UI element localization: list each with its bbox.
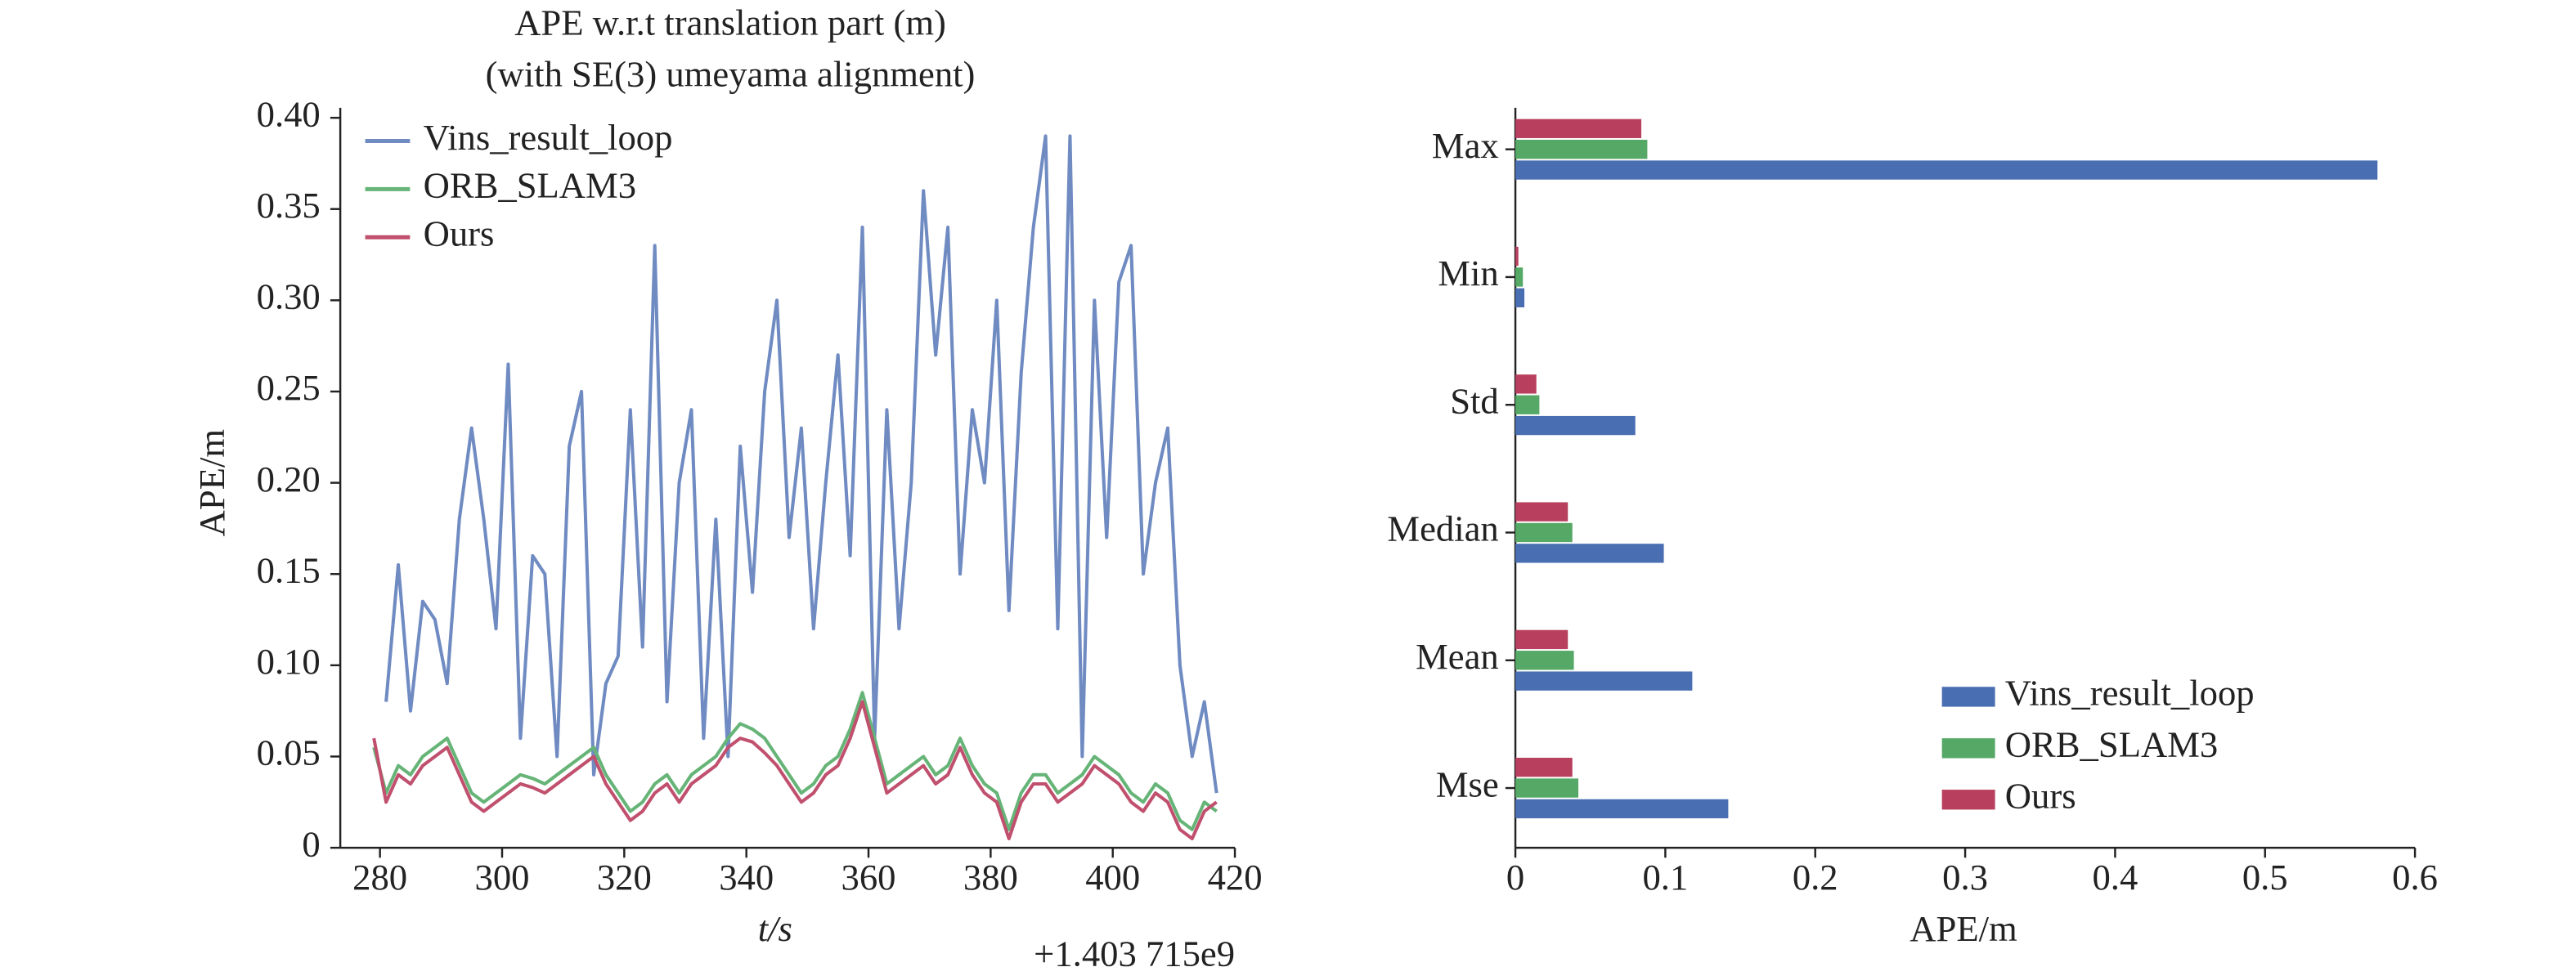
x-axis-label: APE/m	[1910, 908, 2017, 949]
bar	[1515, 522, 1573, 543]
x-tick-label: 320	[597, 857, 652, 898]
bar	[1515, 758, 1573, 777]
bar	[1515, 415, 1636, 436]
y-tick-label: 0.35	[257, 185, 321, 226]
legend-label: Vins_result_loop	[2005, 673, 2255, 714]
y-tick-label: 0.05	[257, 732, 321, 773]
y-tick-label: 0.40	[257, 93, 321, 134]
y-tick-label: Max	[1432, 125, 1499, 166]
bar	[1515, 267, 1524, 287]
x-tick-label: 420	[1208, 857, 1263, 898]
chart-subtitle: (with SE(3) umeyama alignment)	[486, 54, 976, 95]
x-tick-label: 0	[1506, 857, 1524, 898]
x-tick-label: 0.5	[2242, 857, 2288, 898]
y-tick-label: 0.25	[257, 367, 321, 408]
x-axis-label: t/s	[758, 908, 792, 949]
y-tick-label: Min	[1438, 253, 1498, 293]
bar	[1515, 246, 1519, 266]
y-axis-label: APE/m	[191, 429, 232, 537]
y-tick-label: Median	[1387, 508, 1498, 549]
x-tick-label: 380	[963, 857, 1018, 898]
y-tick-label: 0.20	[257, 459, 321, 499]
legend-label: Vins_result_loop	[424, 117, 673, 158]
bar	[1515, 799, 1729, 819]
bar	[1515, 288, 1525, 307]
y-tick-label: 0	[302, 823, 320, 864]
bar	[1515, 374, 1537, 394]
legend-label: ORB_SLAM3	[424, 165, 636, 206]
line-series	[372, 700, 1218, 840]
legend-label: Ours	[2005, 776, 2076, 817]
legend-swatch	[1941, 687, 1995, 707]
y-tick-label: 0.15	[257, 549, 321, 590]
bar	[1515, 671, 1693, 691]
bar	[1515, 544, 1664, 563]
legend-label: Ours	[424, 213, 495, 253]
bar	[1515, 395, 1540, 414]
bar	[1515, 160, 2378, 180]
chart-title: APE w.r.t translation part (m)	[514, 2, 946, 43]
bar	[1515, 502, 1568, 522]
x-tick-label: 340	[719, 857, 774, 898]
bar	[1515, 119, 1642, 138]
x-offset-label: +1.403 715e9	[1034, 933, 1235, 974]
x-tick-label: 0.4	[2092, 857, 2138, 898]
x-tick-label: 0.6	[2392, 857, 2438, 898]
legend-label: ORB_SLAM3	[2005, 724, 2218, 765]
legend-swatch	[1941, 790, 1995, 810]
y-tick-label: 0.30	[257, 276, 321, 317]
y-tick-label: Std	[1450, 380, 1499, 421]
legend-swatch	[1941, 738, 1995, 759]
x-tick-label: 0.2	[1793, 857, 1838, 898]
y-tick-label: Mean	[1416, 636, 1499, 677]
y-tick-label: Mse	[1436, 763, 1499, 804]
x-tick-label: 280	[352, 857, 407, 898]
x-tick-label: 360	[841, 857, 896, 898]
bar	[1515, 629, 1568, 650]
bar	[1515, 778, 1579, 798]
x-tick-label: 0.1	[1642, 857, 1688, 898]
line-series	[384, 134, 1218, 794]
bar	[1515, 651, 1574, 670]
line-series	[372, 691, 1218, 831]
bar	[1515, 139, 1648, 159]
x-tick-label: 400	[1085, 857, 1140, 898]
x-tick-label: 0.3	[1942, 857, 1988, 898]
x-tick-label: 300	[475, 857, 530, 898]
y-tick-label: 0.10	[257, 641, 321, 682]
